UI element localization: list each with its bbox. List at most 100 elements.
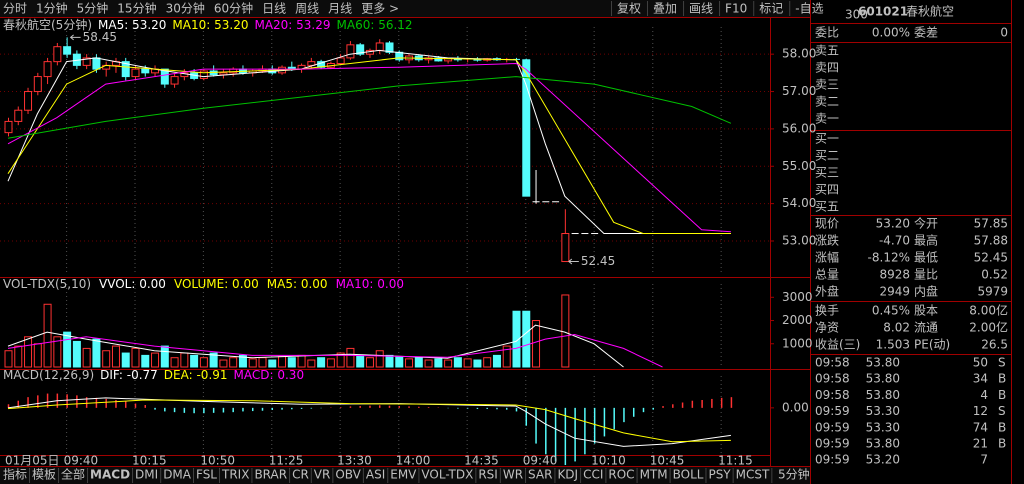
toolbar-button[interactable]: -自选	[795, 2, 823, 16]
period-label[interactable]: 5分钟	[778, 467, 810, 482]
trade-time: 09:58	[815, 388, 850, 402]
volume-bar	[180, 352, 189, 368]
indicator-tab[interactable]: ASI	[366, 468, 385, 482]
field-label: PE(动)	[914, 338, 950, 352]
toolbar-button[interactable]: 画线	[689, 2, 713, 16]
candle-body	[14, 109, 23, 122]
field-value: 0.45%	[872, 304, 910, 318]
toolbar-button[interactable]: 复权	[617, 2, 641, 16]
period-tab[interactable]: 周线	[295, 2, 319, 16]
indicator-tab[interactable]: DMI	[135, 468, 158, 482]
indicator-tab[interactable]: CR	[292, 468, 309, 482]
volume-bar	[14, 345, 23, 368]
y-tick-label: 54.00	[782, 196, 816, 210]
panel-title: MACD(12,26,9)	[3, 368, 94, 382]
x-tick-label: 10:10	[591, 454, 626, 468]
legend-entry: DEA: -0.91	[164, 368, 228, 382]
period-tab[interactable]: 1分钟	[36, 1, 68, 16]
indicator-tab[interactable]: BRAR	[254, 468, 287, 482]
volume-bar	[414, 357, 423, 368]
x-tick-label: 11:25	[269, 454, 304, 468]
indicator-tab[interactable]: 指标	[3, 467, 27, 482]
trade-side: B	[998, 420, 1006, 434]
indicator-line	[7, 397, 731, 447]
volume-bar	[502, 345, 511, 368]
period-tab[interactable]: 30分钟	[166, 1, 205, 16]
indicator-tab[interactable]: EMV	[390, 468, 417, 482]
candle-body	[43, 61, 52, 78]
order-book-level: 卖三	[815, 78, 839, 92]
indicator-tab[interactable]: PSY	[708, 468, 731, 482]
field-value: 0	[1000, 26, 1008, 40]
volume-bar	[238, 354, 247, 368]
x-tick-label: 09:40	[64, 454, 99, 468]
y-tick-label: 1000	[782, 336, 813, 350]
indicator-tab[interactable]: MACD	[90, 468, 130, 482]
indicator-tab[interactable]: SAR	[528, 468, 552, 482]
indicator-tab[interactable]: RSI	[478, 468, 498, 482]
indicator-tab[interactable]: 全部	[61, 467, 85, 482]
trade-volume: 21	[973, 437, 988, 451]
y-tick-label: 57.00	[782, 84, 816, 98]
field-value: -4.70	[879, 234, 910, 248]
trade-side: B	[998, 388, 1006, 402]
indicator-tab[interactable]: KDJ	[557, 468, 578, 482]
legend-entry: MA60: 56.12	[337, 18, 413, 32]
trade-side: B	[998, 372, 1006, 386]
volume-bar	[346, 347, 355, 368]
toolbar-button[interactable]: 标记	[759, 2, 783, 16]
indicator-tab[interactable]: BOLL	[673, 468, 704, 482]
indicator-tab[interactable]: MCST	[736, 468, 770, 482]
field-label: 最低	[914, 251, 938, 265]
indicator-tab[interactable]: VOL-TDX	[421, 468, 473, 482]
volume-bar	[483, 357, 492, 368]
indicator-tab[interactable]: VR	[314, 468, 331, 482]
trade-volume: 4	[980, 388, 988, 402]
toolbar-button[interactable]: F10	[725, 2, 747, 16]
bottom-bar-bg	[0, 466, 810, 484]
indicator-tab[interactable]: 模板	[32, 468, 56, 482]
volume-bar	[219, 359, 228, 368]
period-tab[interactable]: 日线	[262, 2, 286, 16]
period-tab[interactable]: 5分钟	[77, 1, 109, 16]
candle-body	[336, 57, 345, 65]
period-tab[interactable]: 分时	[3, 2, 27, 16]
x-tick-label: 10:15	[132, 454, 167, 468]
period-tab[interactable]: 月线	[328, 2, 352, 16]
candle-body	[33, 76, 42, 93]
field-label: 最高	[914, 233, 938, 248]
candle-body	[4, 120, 13, 134]
candle-body	[170, 76, 179, 85]
volume-bar	[453, 357, 462, 368]
field-label: 外盘	[815, 284, 839, 299]
period-tab[interactable]: 60分钟	[214, 1, 253, 16]
y-tick-label: 3000	[782, 290, 813, 304]
period-tab[interactable]: 更多 >	[361, 2, 399, 16]
volume-bar	[53, 336, 62, 368]
field-value: 8.02	[883, 321, 910, 335]
legend-entry: MA5: 0.00	[267, 277, 328, 291]
indicator-tab[interactable]: CCI	[583, 468, 603, 482]
indicator-tab[interactable]: WR	[503, 468, 523, 482]
volume-bar	[131, 347, 140, 368]
toolbar-button[interactable]: 叠加	[653, 2, 677, 16]
indicator-line	[7, 399, 731, 443]
legend-entry: MA10: 0.00	[336, 277, 404, 291]
trade-side: S	[998, 356, 1006, 370]
indicator-tab[interactable]: DMA	[163, 468, 192, 482]
indicator-tab[interactable]: ROC	[608, 468, 634, 482]
y-tick-label: 2000	[782, 313, 813, 327]
indicator-tab[interactable]: OBV	[335, 468, 361, 482]
indicator-tab[interactable]: MTM	[640, 468, 668, 482]
volume-bar	[151, 352, 160, 368]
candle-body	[229, 68, 238, 74]
field-label: 委比	[815, 26, 839, 40]
field-value: 0.52	[981, 268, 1008, 282]
volume-bar	[111, 345, 120, 368]
indicator-tab[interactable]: FSL	[196, 468, 217, 482]
period-tab[interactable]: 15分钟	[117, 1, 156, 16]
candle-body	[131, 68, 140, 78]
indicator-tab[interactable]: TRIX	[221, 468, 249, 482]
candle-body	[141, 68, 150, 74]
order-book-level: 买五	[815, 200, 839, 214]
